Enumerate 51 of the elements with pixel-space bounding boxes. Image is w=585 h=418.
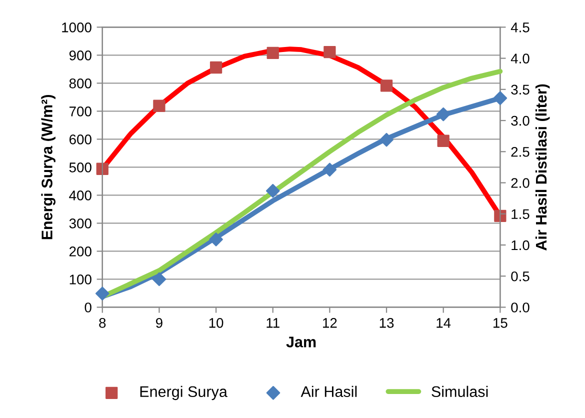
y2-tick-label: 3.0 — [511, 116, 530, 126]
point — [436, 107, 450, 122]
y2-tick-label: 1.5 — [512, 209, 530, 220]
y-tick-label: 200 — [69, 246, 92, 256]
y-tick-label: 400 — [69, 190, 92, 200]
y-tick-label: 800 — [69, 78, 92, 88]
x-tick-label: 8 — [99, 318, 106, 328]
x-tick-label: 13 — [380, 318, 394, 328]
y-tick-label: 500 — [69, 162, 92, 172]
point — [324, 46, 336, 58]
point — [95, 286, 110, 300]
point — [96, 162, 108, 175]
legend-label: Energi Surya — [140, 386, 228, 400]
legend-label: Simulasi — [432, 386, 488, 398]
y-tick-label: 600 — [69, 134, 92, 144]
x-tick-label: 10 — [209, 318, 224, 328]
point — [493, 91, 508, 106]
point — [266, 184, 280, 198]
y-tick-label: 900 — [69, 50, 92, 60]
point — [209, 232, 223, 246]
x-tick-label: 9 — [156, 318, 162, 328]
y2-tick-label: 0.0 — [511, 302, 530, 312]
y-tick-label: 0 — [84, 302, 92, 312]
point — [380, 80, 393, 92]
y2-tick-label: 2.5 — [511, 146, 530, 157]
y2-tick-label: 4.5 — [510, 22, 530, 32]
point — [152, 272, 166, 286]
point — [437, 134, 450, 147]
y-axis-title: Energi Surya (W/m²) — [41, 94, 56, 240]
x-tick-label: 11 — [266, 318, 280, 328]
x-tick-label: 15 — [494, 318, 508, 328]
legend-label: Air Hasil — [300, 386, 357, 398]
y2-tick-label: 4.0 — [510, 54, 530, 64]
y2-tick-label: 1.0 — [512, 240, 530, 250]
point — [494, 210, 506, 222]
y-tick-label: 700 — [70, 106, 92, 116]
y-tick-label: 100 — [70, 274, 92, 284]
y2-tick-label: 3.5 — [511, 84, 530, 95]
point — [322, 162, 337, 177]
x-tick-label: 12 — [323, 318, 337, 328]
y2-tick-label: 2.0 — [511, 178, 530, 188]
point — [380, 132, 394, 147]
point — [153, 100, 166, 112]
y2-tick-label: 0.5 — [511, 271, 530, 282]
point — [210, 61, 222, 74]
x-axis-title: Jam — [286, 336, 316, 348]
point — [266, 46, 279, 60]
x-tick-label: 14 — [436, 318, 451, 328]
y-tick-label: 1000 — [62, 22, 92, 32]
y2-axis-title: Air Hasil Distilasi (liter) — [535, 84, 550, 250]
y-tick-label: 300 — [69, 218, 92, 228]
